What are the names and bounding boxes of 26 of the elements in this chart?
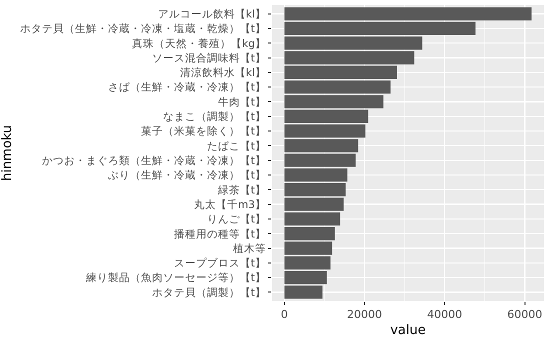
y-tick-label: たばこ【t】 [206, 139, 266, 152]
y-tick-label: ホタテ貝（調製）【t】 [152, 286, 266, 299]
y-tick-label: 牛肉【t】 [218, 95, 266, 108]
y-tick-label: 植木等 [232, 242, 266, 255]
y-tick-label: なまこ（調製）【t】 [162, 110, 266, 124]
y-tick-label: アルコール飲料【kl】 [158, 7, 266, 20]
y-tick-label: スープブロス【t】 [174, 256, 266, 270]
y-tick-label: ぶり（生鮮・冷蔵・冷凍）【t】 [108, 168, 266, 182]
y-tick-label: ソース混合調味料【t】 [152, 51, 266, 64]
x-tick-label: 60000 [507, 308, 542, 322]
y-tick-label: 丸太【千m3】 [194, 198, 266, 211]
x-axis-title: value [390, 322, 426, 338]
x-tick-label: 20000 [347, 308, 382, 322]
y-tick-label: 緑茶【t】 [216, 183, 266, 196]
y-tick-label: 播種用の種等【t】 [174, 227, 266, 240]
y-tick-label: ホタテ貝（生鮮・冷蔵・冷凍・塩蔵・乾燥）【t】 [20, 22, 266, 36]
y-tick-label: 真珠（天然・養殖）【kg】 [132, 36, 266, 50]
x-tick-label: 0 [280, 308, 288, 322]
y-tick-label: 練り製品（魚肉ソーセージ等）【t】 [84, 271, 266, 284]
y-tick-label: かつお・まぐろ類（生鮮・冷蔵・冷凍）【t】 [42, 154, 266, 168]
y-tick-label: 清涼飲料水【kl】 [180, 66, 266, 80]
y-tick-label: 菓子（米菓を除く）【t】 [140, 124, 266, 138]
y-tick-label: りんご【t】 [206, 212, 266, 226]
x-tick-label: 40000 [427, 308, 462, 322]
y-axis-title: hinmoku [0, 124, 15, 182]
y-tick-label: さば（生鮮・冷蔵・冷凍）【t】 [108, 80, 266, 94]
